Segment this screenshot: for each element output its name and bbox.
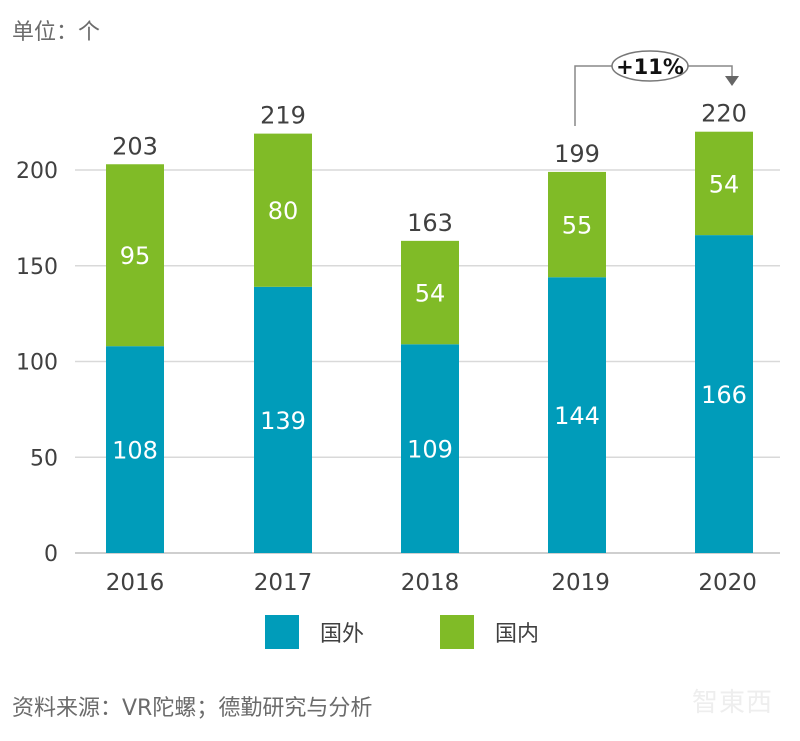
bar-foreign — [106, 346, 164, 553]
bar-foreign — [254, 286, 312, 553]
bar-foreign — [548, 277, 606, 553]
y-tick-label: 200 — [16, 159, 58, 184]
growth-annotation: +11% — [616, 55, 684, 79]
x-tick-label: 2019 — [551, 570, 610, 596]
x-tick-label: 2018 — [401, 570, 460, 596]
data-label: 166 — [701, 381, 747, 409]
legend-swatch — [265, 615, 299, 649]
source-note: 资料来源：VR陀螺；德勤研究与分析 — [12, 696, 373, 721]
data-label: 55 — [562, 212, 593, 240]
legend-swatch — [440, 615, 474, 649]
bar-domestic — [106, 164, 164, 347]
data-label: 54 — [415, 280, 446, 308]
data-label: 54 — [709, 170, 740, 198]
bar-domestic — [254, 133, 312, 287]
x-tick-label: 2017 — [254, 570, 313, 596]
total-label: 199 — [554, 140, 600, 168]
x-tick-label: 2020 — [698, 570, 757, 596]
watermark-logo: 智東西 — [692, 688, 774, 718]
data-label: 80 — [268, 197, 299, 225]
bar-domestic — [695, 131, 753, 236]
total-label: 220 — [701, 100, 747, 128]
legend-label: 国内 — [495, 622, 539, 647]
data-label: 139 — [260, 407, 306, 435]
y-tick-label: 100 — [16, 351, 58, 376]
data-label: 108 — [112, 437, 158, 465]
annotation-bubble — [611, 50, 689, 82]
total-label: 163 — [407, 209, 453, 237]
bar-domestic — [401, 240, 459, 345]
data-label: 109 — [407, 436, 453, 464]
arrow-head-icon — [725, 76, 739, 86]
x-tick-label: 2016 — [106, 570, 165, 596]
legend-label: 国外 — [320, 622, 364, 647]
data-label: 95 — [120, 242, 151, 270]
y-tick-label: 150 — [16, 255, 58, 280]
y-tick-label: 50 — [30, 446, 58, 471]
bar-foreign — [401, 344, 459, 553]
y-tick-label: 0 — [44, 542, 58, 567]
unit-label: 单位：个 — [12, 20, 101, 45]
data-label: 144 — [554, 402, 600, 430]
bar-foreign — [695, 235, 753, 554]
total-label: 203 — [112, 132, 158, 160]
bar-domestic — [548, 171, 606, 278]
total-label: 219 — [260, 102, 306, 130]
